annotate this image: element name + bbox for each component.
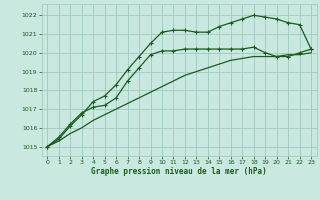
X-axis label: Graphe pression niveau de la mer (hPa): Graphe pression niveau de la mer (hPa) — [91, 167, 267, 176]
